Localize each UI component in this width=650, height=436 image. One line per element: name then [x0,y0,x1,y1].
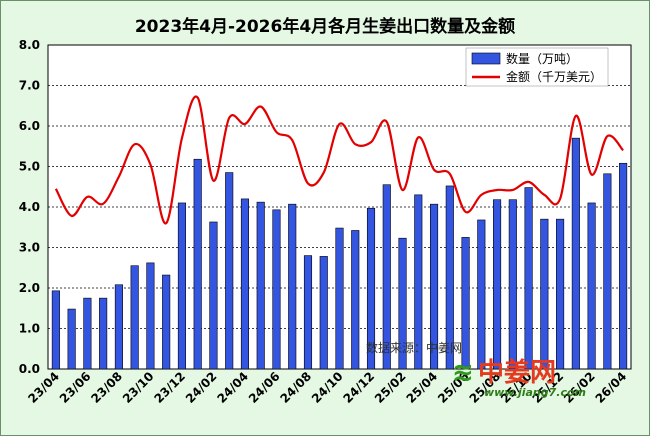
bar [445,185,454,370]
y-tick-label: 8.0 [19,38,40,52]
bar [556,218,565,370]
bar [130,265,139,370]
legend-bar-swatch [471,52,501,65]
watermark-leaf-icon: ≋ [452,358,474,388]
y-tick-label: 1.0 [19,322,40,336]
x-tick-label: 23/10 [120,369,157,406]
bar [587,202,596,370]
bar [477,219,486,370]
watermark-url: www.jiang7.com [484,386,586,399]
bar [240,198,250,370]
y-axis: 0.0 1.0 2.0 3.0 4.0 5.0 6.0 7.0 8.0 [19,38,40,376]
bar [319,256,328,370]
bar [335,227,344,370]
bar [209,221,218,370]
bar [540,218,549,370]
bar [272,209,281,370]
y-tick-label: 0.0 [19,362,40,376]
bar [177,202,186,370]
bar [67,308,76,370]
bar [366,207,376,370]
data-source-note: 数据来源：中姜网 [366,340,462,355]
bar [225,172,234,370]
bar [524,187,533,370]
y-tick-label: 4.0 [19,200,40,214]
bar [382,184,391,370]
line-series [54,95,624,225]
bar [114,284,123,370]
bar [146,262,155,370]
x-tick-label: 26/04 [593,369,630,406]
bar [398,237,407,370]
bar [508,199,517,370]
bar [303,255,313,370]
chart-title: 2023年4月-2026年4月各月生姜出口数量及金额 [134,17,516,37]
x-tick-label: 24/10 [309,369,346,406]
amount-line [54,95,624,225]
x-tick-label: 24/04 [214,369,251,406]
y-tick-label: 6.0 [19,119,40,133]
legend-label-amount: 金额（千万美元） [506,69,602,84]
bar [351,230,360,370]
bar [99,297,108,370]
x-tick-label: 24/12 [341,369,378,406]
y-tick-label: 5.0 [19,160,40,174]
y-tick-label: 7.0 [19,79,40,93]
bar [83,297,92,370]
bar [162,274,171,370]
x-tick-label: 23/12 [151,369,188,406]
x-tick-label: 24/08 [277,369,314,406]
bar [256,201,265,370]
x-tick-label: 24/06 [246,369,283,406]
bar [619,162,628,370]
bar [603,173,612,370]
bar [461,237,470,370]
watermark-logo: ≋ 中姜网 www.jiang7.com [452,357,586,399]
bar [429,203,439,370]
x-tick-label: 23/08 [88,369,125,406]
bar [571,137,580,370]
bar [51,290,60,370]
x-tick-label: 24/02 [183,369,220,406]
bar [288,203,297,370]
x-tick-label: 25/02 [372,369,409,406]
x-tick-label: 23/06 [57,369,94,406]
y-tick-label: 2.0 [19,281,40,295]
legend: 数量（万吨） 金额（千万美元） [465,47,609,87]
legend-label-quantity: 数量（万吨） [506,51,578,66]
y-tick-label: 3.0 [19,241,40,255]
bar [414,194,423,370]
x-tick-label: 25/04 [404,369,441,406]
bar [493,199,502,370]
bar-series [51,137,628,370]
watermark-name: 中姜网 [478,357,556,388]
bar [193,158,202,370]
